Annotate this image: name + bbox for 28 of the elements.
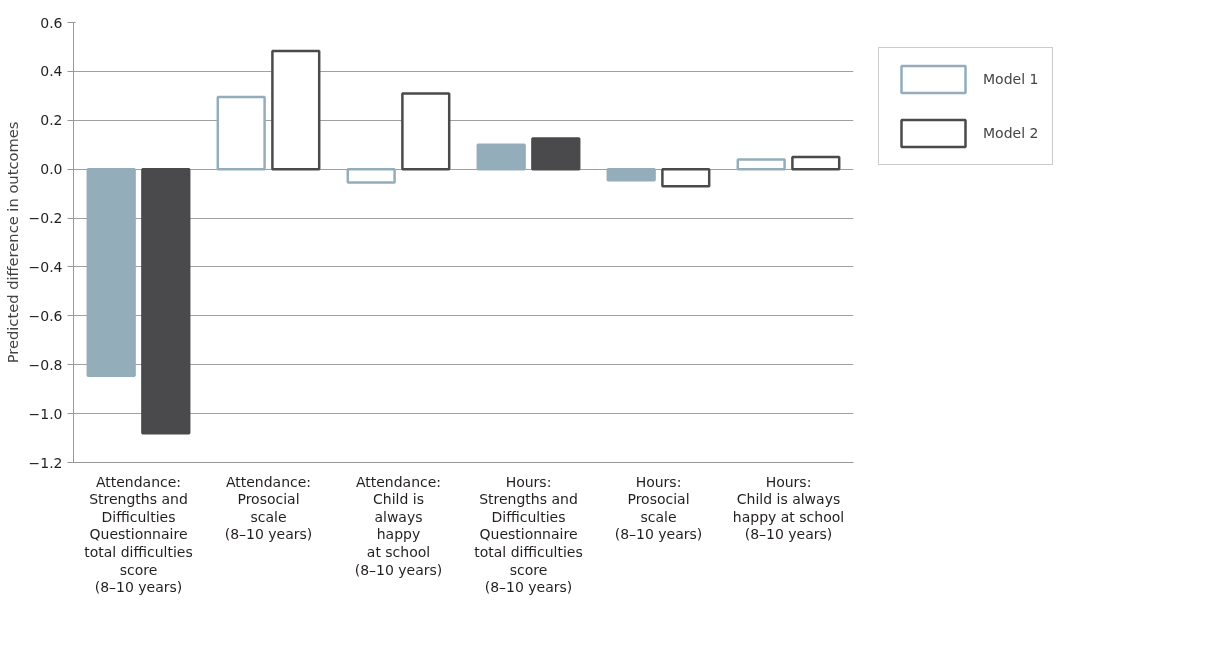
y-tick-label: −0.2 [28,210,63,227]
bar [401,92,451,171]
bar [606,167,656,182]
y-tick-label: −0.6 [28,307,63,324]
bar [141,167,191,435]
bar [661,167,711,188]
x-tick-label: Hours: Child is always happy at school (8–10 years) [732,473,845,543]
bar [791,155,841,171]
x-tick-label: Hours: Strengths and Difficulties Questionnaire total difficulties score (8–10 years) [474,473,583,596]
legend-label: Model 1 [983,71,1039,87]
y-tick-label: 0.6 [40,14,63,31]
bar [476,143,526,171]
bar [271,49,321,171]
bar [531,137,581,171]
y-tick-label: −0.8 [28,356,63,373]
y-tick-label: 0.2 [40,112,63,129]
y-tick-label: 0.0 [40,161,63,178]
x-tick-label: Attendance: Child is always happy at school (8–10 years) [354,473,443,578]
bar [86,167,136,377]
y-tick-label: −1.0 [28,405,63,422]
y-tick-label: −1.2 [28,454,63,471]
y-axis-title: Predicted difference in outcomes [3,121,21,364]
legend-label: Model 2 [983,125,1039,141]
y-tick-label: −0.4 [28,258,63,275]
x-tick-label: Hours: Prosocial scale (8–10 years) [614,473,703,543]
x-tick-label: Attendance: Prosocial scale (8–10 years) [224,473,313,543]
x-tick-label: Attendance: Strengths and Difficulties Questionnaire total difficulties score (8–10 years) [84,473,193,596]
y-tick-label: 0.4 [40,63,63,80]
